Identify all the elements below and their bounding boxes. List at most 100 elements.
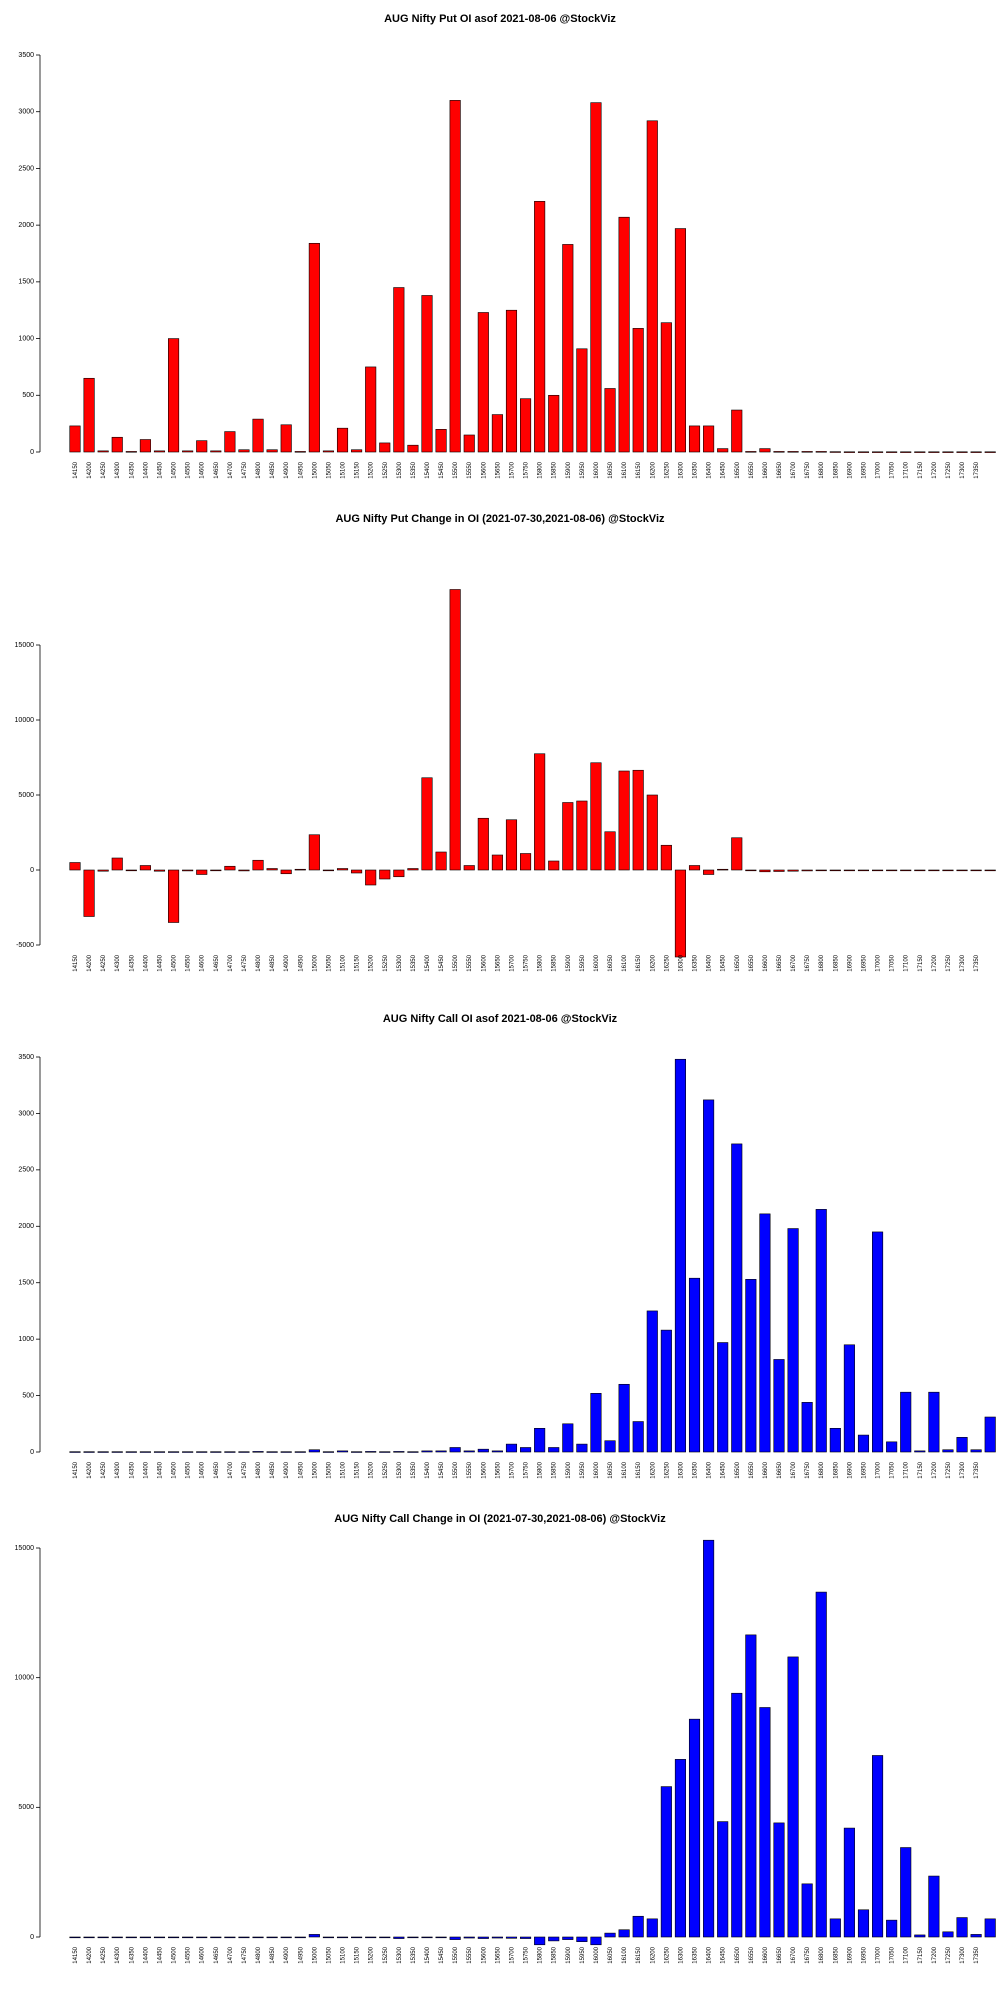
x-tick-label: 14450 <box>157 461 163 478</box>
bar <box>787 1228 799 1453</box>
bar <box>69 1451 81 1453</box>
bar <box>843 869 855 872</box>
x-tick-label: 15650 <box>495 1461 501 1478</box>
bar <box>618 770 630 871</box>
bar <box>196 869 208 875</box>
bar <box>435 1450 447 1453</box>
bar <box>336 427 349 453</box>
y-tick-label: 5000 <box>18 1804 34 1811</box>
bar <box>590 1393 602 1453</box>
x-tick-label: 14800 <box>256 954 262 971</box>
x-tick-label: 15550 <box>467 1461 473 1478</box>
x-tick-label: 14300 <box>115 1946 121 1963</box>
x-tick-label: 15450 <box>439 1461 445 1478</box>
x-tick-label: 16100 <box>622 954 628 971</box>
x-tick-label: 14350 <box>129 954 135 971</box>
bar <box>731 409 743 453</box>
bar <box>505 819 518 871</box>
bar <box>421 777 433 871</box>
bar <box>745 1279 757 1453</box>
x-tick-label: 14450 <box>157 1461 163 1478</box>
x-tick-label: 17150 <box>918 1461 924 1478</box>
x-tick-label: 14650 <box>214 461 220 478</box>
x-tick-label: 14400 <box>143 461 149 478</box>
bar <box>745 451 757 453</box>
y-axis: -5000 0 5000 10000 15000 <box>15 642 41 949</box>
bar <box>660 322 672 453</box>
x-tick-label: 17250 <box>946 461 952 478</box>
x-tick-label: 15750 <box>524 954 530 971</box>
bar <box>435 429 447 453</box>
bar <box>928 869 940 872</box>
x-tick-label: 14700 <box>228 954 234 971</box>
bar <box>773 869 785 872</box>
x-tick-label: 15400 <box>425 1946 431 1963</box>
bar <box>308 1449 320 1453</box>
bar <box>576 800 588 871</box>
bar <box>914 1934 926 1938</box>
x-tick-label: 16700 <box>791 954 797 971</box>
x-tick-label: 16900 <box>847 1946 853 1963</box>
bar <box>351 1936 363 1939</box>
x-tick-label: 17100 <box>904 954 910 971</box>
bar <box>843 1344 855 1453</box>
x-tick-label: 16350 <box>693 1946 699 1963</box>
x-tick-label: 15350 <box>411 1461 417 1478</box>
put-change-oi-chart: AUG Nifty Put Change in OI (2021-07-30,2… <box>15 513 996 972</box>
x-tick-label: 16200 <box>650 1946 656 1963</box>
bar <box>139 1451 151 1453</box>
bar <box>562 802 574 871</box>
bar <box>294 868 306 871</box>
x-tick-label: 16900 <box>847 1461 853 1478</box>
bar <box>449 589 461 871</box>
x-tick-label: 14550 <box>186 1946 192 1963</box>
bar <box>773 451 785 453</box>
x-tick-label: 16800 <box>819 1946 825 1963</box>
bar <box>505 1936 518 1939</box>
x-axis: 14150 14200 14250 14300 14350 14400 14450 14500… <box>73 1946 980 1963</box>
bar <box>196 440 208 453</box>
bar <box>534 1936 546 1946</box>
x-tick-label: 15000 <box>312 954 318 971</box>
x-tick-label: 16750 <box>805 1946 811 1963</box>
x-tick-label: 14750 <box>242 954 248 971</box>
x-tick-label: 16000 <box>594 1946 600 1963</box>
bar <box>97 450 109 453</box>
bar <box>125 1451 137 1453</box>
bar <box>520 398 532 453</box>
bar <box>294 1451 306 1453</box>
x-tick-label: 16300 <box>678 1461 684 1478</box>
bar <box>562 1423 574 1453</box>
bar <box>520 1447 532 1453</box>
x-tick-label: 17300 <box>960 954 966 971</box>
x-tick-label: 15700 <box>509 1461 515 1478</box>
bar <box>900 869 912 872</box>
bars <box>69 1058 996 1453</box>
x-tick-label: 14600 <box>200 461 206 478</box>
x-tick-label: 14800 <box>256 1946 262 1963</box>
x-tick-label: 17200 <box>932 954 938 971</box>
bar <box>238 449 250 453</box>
bar <box>843 451 855 453</box>
bar <box>660 1329 672 1453</box>
x-tick-label: 14650 <box>214 954 220 971</box>
bar <box>956 1917 968 1938</box>
bar <box>182 1451 194 1453</box>
x-tick-label: 16050 <box>608 1946 614 1963</box>
bar <box>618 1383 630 1453</box>
x-tick-label: 15150 <box>355 1461 361 1478</box>
bar <box>125 451 137 453</box>
bar <box>182 1936 194 1939</box>
y-tick-label: 2500 <box>18 165 34 172</box>
x-tick-label: 17300 <box>960 461 966 478</box>
bar <box>942 1931 954 1938</box>
bar <box>379 1936 391 1939</box>
bar <box>604 831 616 871</box>
x-tick-label: 17050 <box>890 954 896 971</box>
y-tick-label: 2500 <box>18 1167 34 1174</box>
x-tick-label: 16250 <box>664 954 670 971</box>
x-tick-label: 15750 <box>524 1461 530 1478</box>
x-tick-label: 16850 <box>833 954 839 971</box>
x-tick-label: 16800 <box>819 461 825 478</box>
x-tick-label: 14200 <box>87 1461 93 1478</box>
